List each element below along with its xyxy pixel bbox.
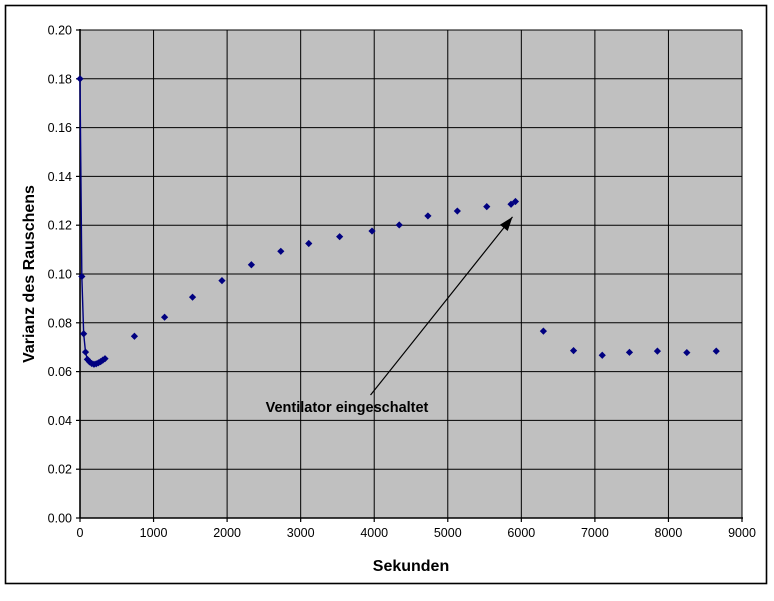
y-tick-label: 0.20 xyxy=(48,24,72,38)
x-tick-label: 4000 xyxy=(360,526,388,540)
x-tick-label: 7000 xyxy=(581,526,609,540)
y-axis-title: Varianz des Rauschens xyxy=(21,185,38,363)
annotation-label: Ventilator eingeschaltet xyxy=(266,400,429,416)
y-tick-label: 0.04 xyxy=(48,414,72,428)
data-point xyxy=(653,347,662,355)
data-point xyxy=(453,207,461,215)
data-point xyxy=(511,197,520,206)
data-point xyxy=(305,239,313,248)
data-point xyxy=(683,348,691,357)
data-point xyxy=(424,212,432,220)
data-point xyxy=(218,276,226,285)
x-tick-label: 3000 xyxy=(287,526,315,540)
data-point xyxy=(130,332,139,340)
annotation-arrow-line xyxy=(370,216,513,396)
x-axis-title: Sekunden xyxy=(373,558,449,575)
y-tick-label: 0.00 xyxy=(48,512,72,526)
x-tick-label: 5000 xyxy=(434,526,462,540)
data-point xyxy=(83,355,91,363)
data-point xyxy=(78,272,86,281)
data-point xyxy=(507,200,515,208)
data-point xyxy=(81,348,90,356)
data-point xyxy=(76,75,84,83)
data-point xyxy=(336,233,344,241)
x-tick-label: 0 xyxy=(77,526,84,540)
data-point xyxy=(625,348,634,356)
data-point xyxy=(188,293,197,301)
y-tick-label: 0.14 xyxy=(48,170,72,184)
data-point xyxy=(569,347,578,355)
x-tick-label: 1000 xyxy=(140,526,168,540)
y-tick-label: 0.08 xyxy=(48,316,72,330)
y-tick-label: 0.06 xyxy=(48,365,72,379)
y-tick-label: 0.16 xyxy=(48,121,72,135)
annotation-arrow-head xyxy=(499,216,513,231)
data-point xyxy=(712,347,720,355)
y-tick-label: 0.02 xyxy=(48,463,72,477)
x-tick-label: 2000 xyxy=(213,526,241,540)
data-point xyxy=(160,313,169,321)
data-point xyxy=(101,355,109,363)
x-tick-label: 8000 xyxy=(655,526,683,540)
x-tick-label: 6000 xyxy=(507,526,535,540)
y-tick-label: 0.10 xyxy=(48,268,72,282)
y-tick-label: 0.12 xyxy=(48,219,72,233)
data-point xyxy=(277,247,285,255)
y-tick-label: 0.18 xyxy=(48,72,72,86)
data-point xyxy=(247,261,255,269)
data-point xyxy=(483,203,491,211)
x-tick-label: 9000 xyxy=(728,526,756,540)
data-point xyxy=(598,351,606,359)
data-point xyxy=(85,358,94,366)
data-point xyxy=(80,330,88,338)
data-point xyxy=(539,327,547,335)
data-point xyxy=(395,221,403,229)
data-point xyxy=(368,227,376,235)
